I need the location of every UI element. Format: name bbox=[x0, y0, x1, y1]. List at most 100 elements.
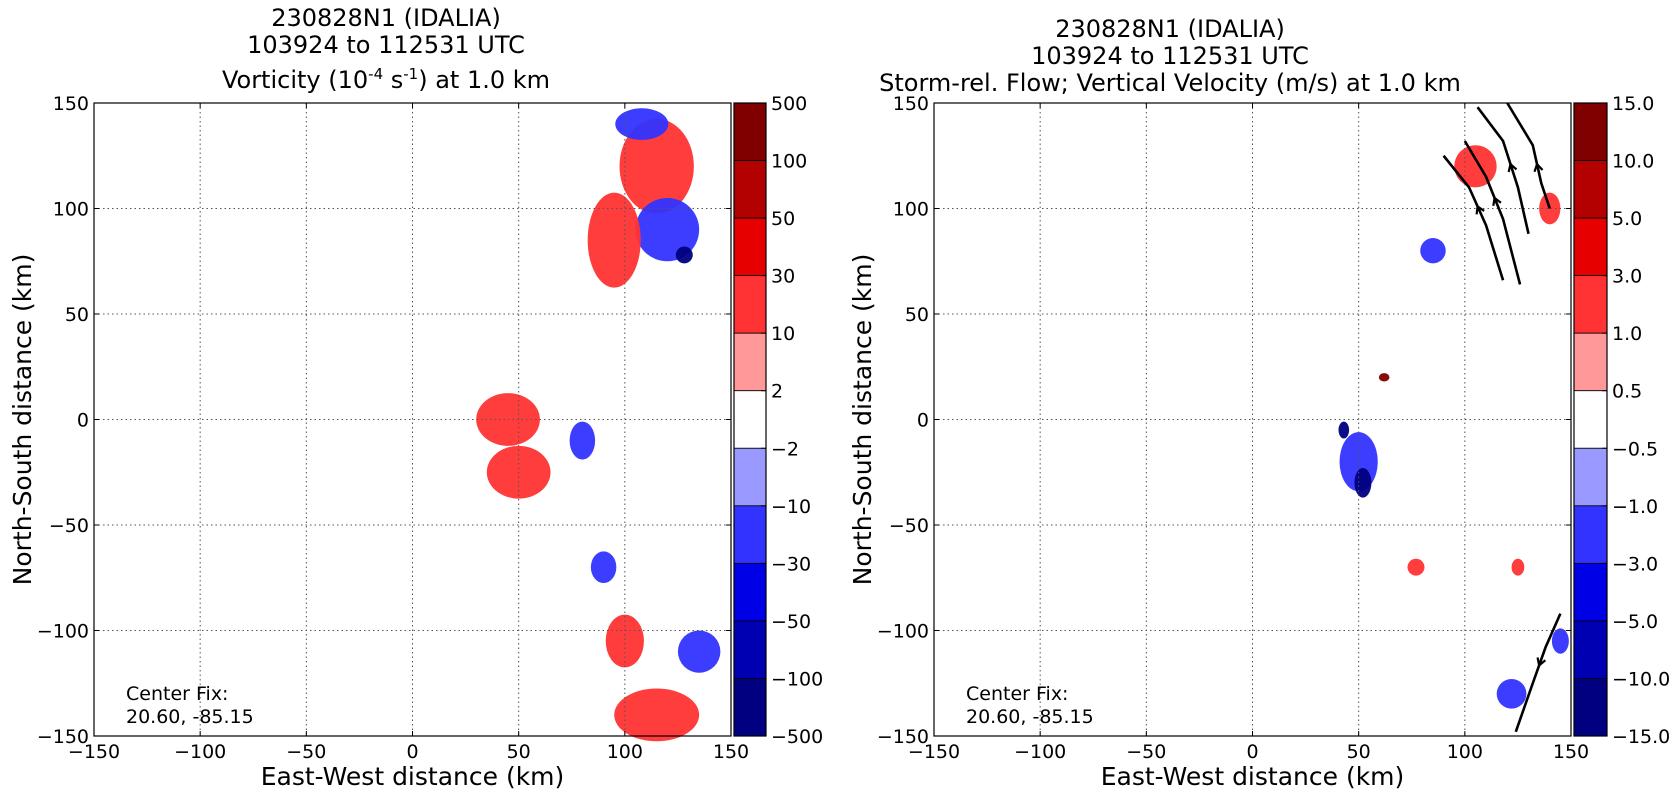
left-colorbar-band bbox=[733, 678, 767, 737]
right-colorbar-label: 5.0 bbox=[1612, 208, 1642, 230]
right-colorbar-band bbox=[1573, 275, 1608, 334]
left-title-sup1: -4 bbox=[368, 65, 384, 83]
right-field-patch bbox=[1454, 145, 1497, 188]
left-field-patch bbox=[605, 614, 644, 668]
right-field-patch bbox=[1338, 421, 1350, 439]
left-center-fix-label: Center Fix: bbox=[126, 683, 228, 705]
left-title-prefix: Vorticity (10 bbox=[221, 66, 369, 94]
left-field-patch bbox=[619, 118, 694, 214]
left-field-patch bbox=[590, 551, 617, 584]
right-colorbar-band bbox=[1573, 620, 1608, 679]
left-field-patch bbox=[675, 246, 693, 264]
left-field-patch bbox=[569, 421, 596, 460]
right-xtick-label: 150 bbox=[1553, 741, 1589, 763]
left-colorbar-label: 500 bbox=[771, 93, 807, 115]
left-field-patch bbox=[635, 197, 700, 262]
left-title: 230828N1 (IDALIA) 103924 to 112531 UTC V… bbox=[86, 5, 686, 94]
right-colorbar-label: −1.0 bbox=[1612, 496, 1658, 518]
left-title-line3: Vorticity (10-4 s-1) at 1.0 km bbox=[86, 61, 686, 94]
right-colorbar-label: −10.0 bbox=[1612, 668, 1670, 690]
right-colorbar-label: −15.0 bbox=[1612, 726, 1670, 748]
right-field-patch bbox=[1378, 373, 1390, 382]
left-colorbar-band bbox=[733, 447, 767, 507]
right-colorbar-band bbox=[1573, 390, 1608, 449]
right-xtick-label: −100 bbox=[1014, 741, 1066, 763]
left-colorbar-band bbox=[733, 505, 767, 564]
left-colorbar-band bbox=[733, 620, 767, 679]
right-field-patch bbox=[1551, 628, 1569, 654]
right-colorbar-label: −5.0 bbox=[1612, 611, 1658, 633]
right-streamline-arrow bbox=[1492, 195, 1502, 207]
right-streamline-arrow bbox=[1536, 657, 1547, 668]
left-ytick-label: −50 bbox=[49, 515, 89, 537]
right-colorbar-label: 3.0 bbox=[1612, 266, 1642, 288]
right-xtick-label: 50 bbox=[1347, 741, 1371, 763]
left-ytick-label: −150 bbox=[37, 726, 89, 748]
left-xtick-label: −50 bbox=[286, 741, 326, 763]
left-xtick-label: −150 bbox=[68, 741, 120, 763]
right-colorbar-band bbox=[1573, 678, 1608, 737]
right-ytick-label: −100 bbox=[877, 621, 929, 643]
right-xtick-label: −50 bbox=[1126, 741, 1166, 763]
left-colorbar-band bbox=[733, 217, 767, 277]
right-plot: −150 −100 −50 0 50 100 150 −150 −100 −50 0 50 100 150… bbox=[848, 93, 1670, 791]
left-title-mid: s bbox=[383, 66, 404, 94]
left-xtick-label: 100 bbox=[607, 741, 643, 763]
left-ytick-label: −100 bbox=[37, 621, 89, 643]
right-ytick-label: −150 bbox=[877, 726, 929, 748]
right-colorbar-band bbox=[1573, 102, 1608, 161]
right-field-patch bbox=[1511, 558, 1525, 576]
left-colorbar-label: −100 bbox=[771, 668, 823, 690]
left-ytick-label: 50 bbox=[65, 304, 89, 326]
left-colorbar-band bbox=[733, 102, 767, 161]
right-center-fix-label: Center Fix: bbox=[966, 683, 1068, 705]
left-colorbar-label: −500 bbox=[771, 726, 823, 748]
left-plot: −150 −100 −50 0 50 100 150−150−100−50050100150… bbox=[8, 93, 823, 791]
right-field-patch bbox=[1354, 468, 1372, 498]
left-colorbar-band bbox=[733, 332, 767, 392]
left-colorbar-label: 30 bbox=[771, 266, 795, 288]
right-colorbar-band bbox=[1573, 505, 1608, 564]
right-ytick-label: 100 bbox=[893, 199, 929, 221]
right-colorbar-band bbox=[1573, 217, 1608, 277]
right-colorbar-label: −3.0 bbox=[1612, 553, 1658, 575]
left-colorbar-band bbox=[733, 160, 767, 219]
right-streamline-arrow bbox=[1475, 204, 1485, 215]
left-colorbar-label: 50 bbox=[771, 208, 795, 230]
right-xtick-label: 100 bbox=[1447, 741, 1483, 763]
left-ytick-label: 150 bbox=[53, 93, 89, 115]
right-field-patch bbox=[1420, 238, 1446, 264]
left-xtick-label: −100 bbox=[174, 741, 226, 763]
right-streamline bbox=[1506, 102, 1552, 209]
left-ytick-label: 0 bbox=[77, 410, 89, 432]
right-xtick-label: 0 bbox=[1246, 741, 1258, 763]
left-field bbox=[476, 108, 721, 742]
right-field bbox=[1338, 145, 1569, 709]
left-title-suffix: ) at 1.0 km bbox=[418, 66, 551, 94]
right-streamline-arrow bbox=[1507, 162, 1518, 173]
right-title-line3: Storm-rel. Flow; Vertical Velocity (m/s)… bbox=[879, 69, 1461, 97]
left-title-sup2: -1 bbox=[403, 65, 419, 83]
right-ylabel: North-South distance (km) bbox=[848, 254, 877, 586]
right-field-patch bbox=[1407, 558, 1425, 576]
left-field-patch bbox=[587, 192, 641, 288]
left-colorbar-label: 100 bbox=[771, 151, 807, 173]
right-streamline-arrow bbox=[1533, 162, 1544, 173]
right-colorbar-label: 15.0 bbox=[1612, 93, 1654, 115]
right-streamline bbox=[1514, 613, 1562, 733]
right-xlabel: East-West distance (km) bbox=[1101, 762, 1405, 791]
right-colorbar-band bbox=[1573, 447, 1608, 507]
right-center-fix-value: 20.60, -85.15 bbox=[966, 706, 1094, 728]
left-xtick-label: 0 bbox=[406, 741, 418, 763]
left-colorbar-label: −10 bbox=[771, 496, 811, 518]
right-field-patch bbox=[1496, 679, 1527, 709]
right-colorbar-label: 0.5 bbox=[1612, 381, 1642, 403]
right-colorbar-band bbox=[1573, 332, 1608, 392]
left-colorbar-band bbox=[733, 562, 767, 622]
left-colorbar-label: −50 bbox=[771, 611, 811, 633]
right-title-line1: 230828N1 (IDALIA) bbox=[1055, 15, 1285, 43]
left-colorbar-label: 10 bbox=[771, 323, 795, 345]
right-ytick-label: −50 bbox=[889, 515, 929, 537]
right-ytick-label: 0 bbox=[917, 410, 929, 432]
